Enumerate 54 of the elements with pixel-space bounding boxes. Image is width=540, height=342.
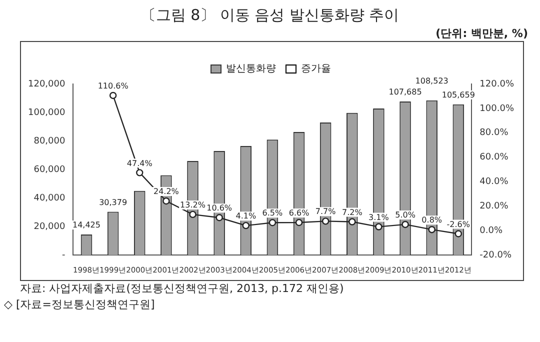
point (454, 230, 462, 238)
y-tick-label: 20,000 (34, 222, 66, 232)
text: (단위: 백만분, %) (434, 26, 529, 41)
y-tick-label: 100,000 (28, 108, 66, 118)
data-label: 6.5% (262, 208, 284, 218)
data-label: 0.8% (422, 216, 442, 225)
point (295, 218, 303, 226)
data-label: 105,659 (442, 90, 475, 100)
data-label: 13.2% (180, 200, 206, 210)
point (189, 210, 196, 218)
point (375, 223, 382, 230)
data-label: 7.7% (315, 207, 336, 216)
data-label: 107,685 (388, 88, 422, 97)
y2-tick-label: 0.0% (480, 226, 503, 236)
y-tick-label: 80,000 (34, 136, 66, 146)
y2-tick-label: 20.0% (480, 201, 509, 212)
y2-tick-label: 120.0% (480, 79, 514, 90)
data-label: 47.4% (126, 158, 153, 168)
point (348, 218, 356, 226)
data-label: 10.6% (206, 204, 232, 213)
y-tick-label: 40,000 (34, 193, 66, 204)
text: ◇ [자료=정보통신정책연구원] (3, 297, 156, 312)
data-label: 30,379 (99, 198, 128, 207)
point (268, 219, 276, 226)
chart-title: 〔그림 8〕 이동 음성 발신통화량 추이 (140, 6, 400, 26)
y2-tick-label: 100.0% (480, 104, 514, 114)
y-tick-label: 120,000 (28, 79, 66, 90)
legend-label: 증가율 (301, 64, 331, 75)
y2-tick-label: 80.0% (480, 128, 509, 138)
point (242, 222, 250, 230)
data-label: 5.0% (395, 210, 416, 220)
data-label: 7.2% (342, 208, 363, 217)
point (216, 214, 223, 222)
data-label: -2.6% (446, 220, 470, 229)
text: 자료: 사업자제출자료(정보통신정책연구원, 2013, p.172 재인용) (19, 281, 345, 297)
y-tick-label: 60,000 (34, 164, 66, 175)
legend-label: 발신통화량 (226, 64, 276, 75)
data-label: 110.6% (98, 82, 129, 91)
data-label: 108,523 (415, 76, 448, 86)
data-label: 6.6% (288, 208, 310, 218)
point (322, 218, 330, 225)
point (162, 197, 170, 205)
y2-tick-label: -20.0% (480, 250, 512, 260)
data-label: 3.1% (368, 212, 390, 222)
point (109, 92, 117, 100)
y-tick-label: - (62, 250, 66, 260)
y2-tick-label: 40.0% (480, 177, 509, 188)
point (428, 226, 436, 234)
data-label: 24.2% (153, 187, 180, 196)
point (402, 220, 409, 228)
data-label: 4.1% (236, 212, 256, 221)
y2-tick-label: 60.0% (480, 152, 509, 163)
point (136, 169, 144, 176)
data-label: 14,425 (72, 220, 100, 230)
